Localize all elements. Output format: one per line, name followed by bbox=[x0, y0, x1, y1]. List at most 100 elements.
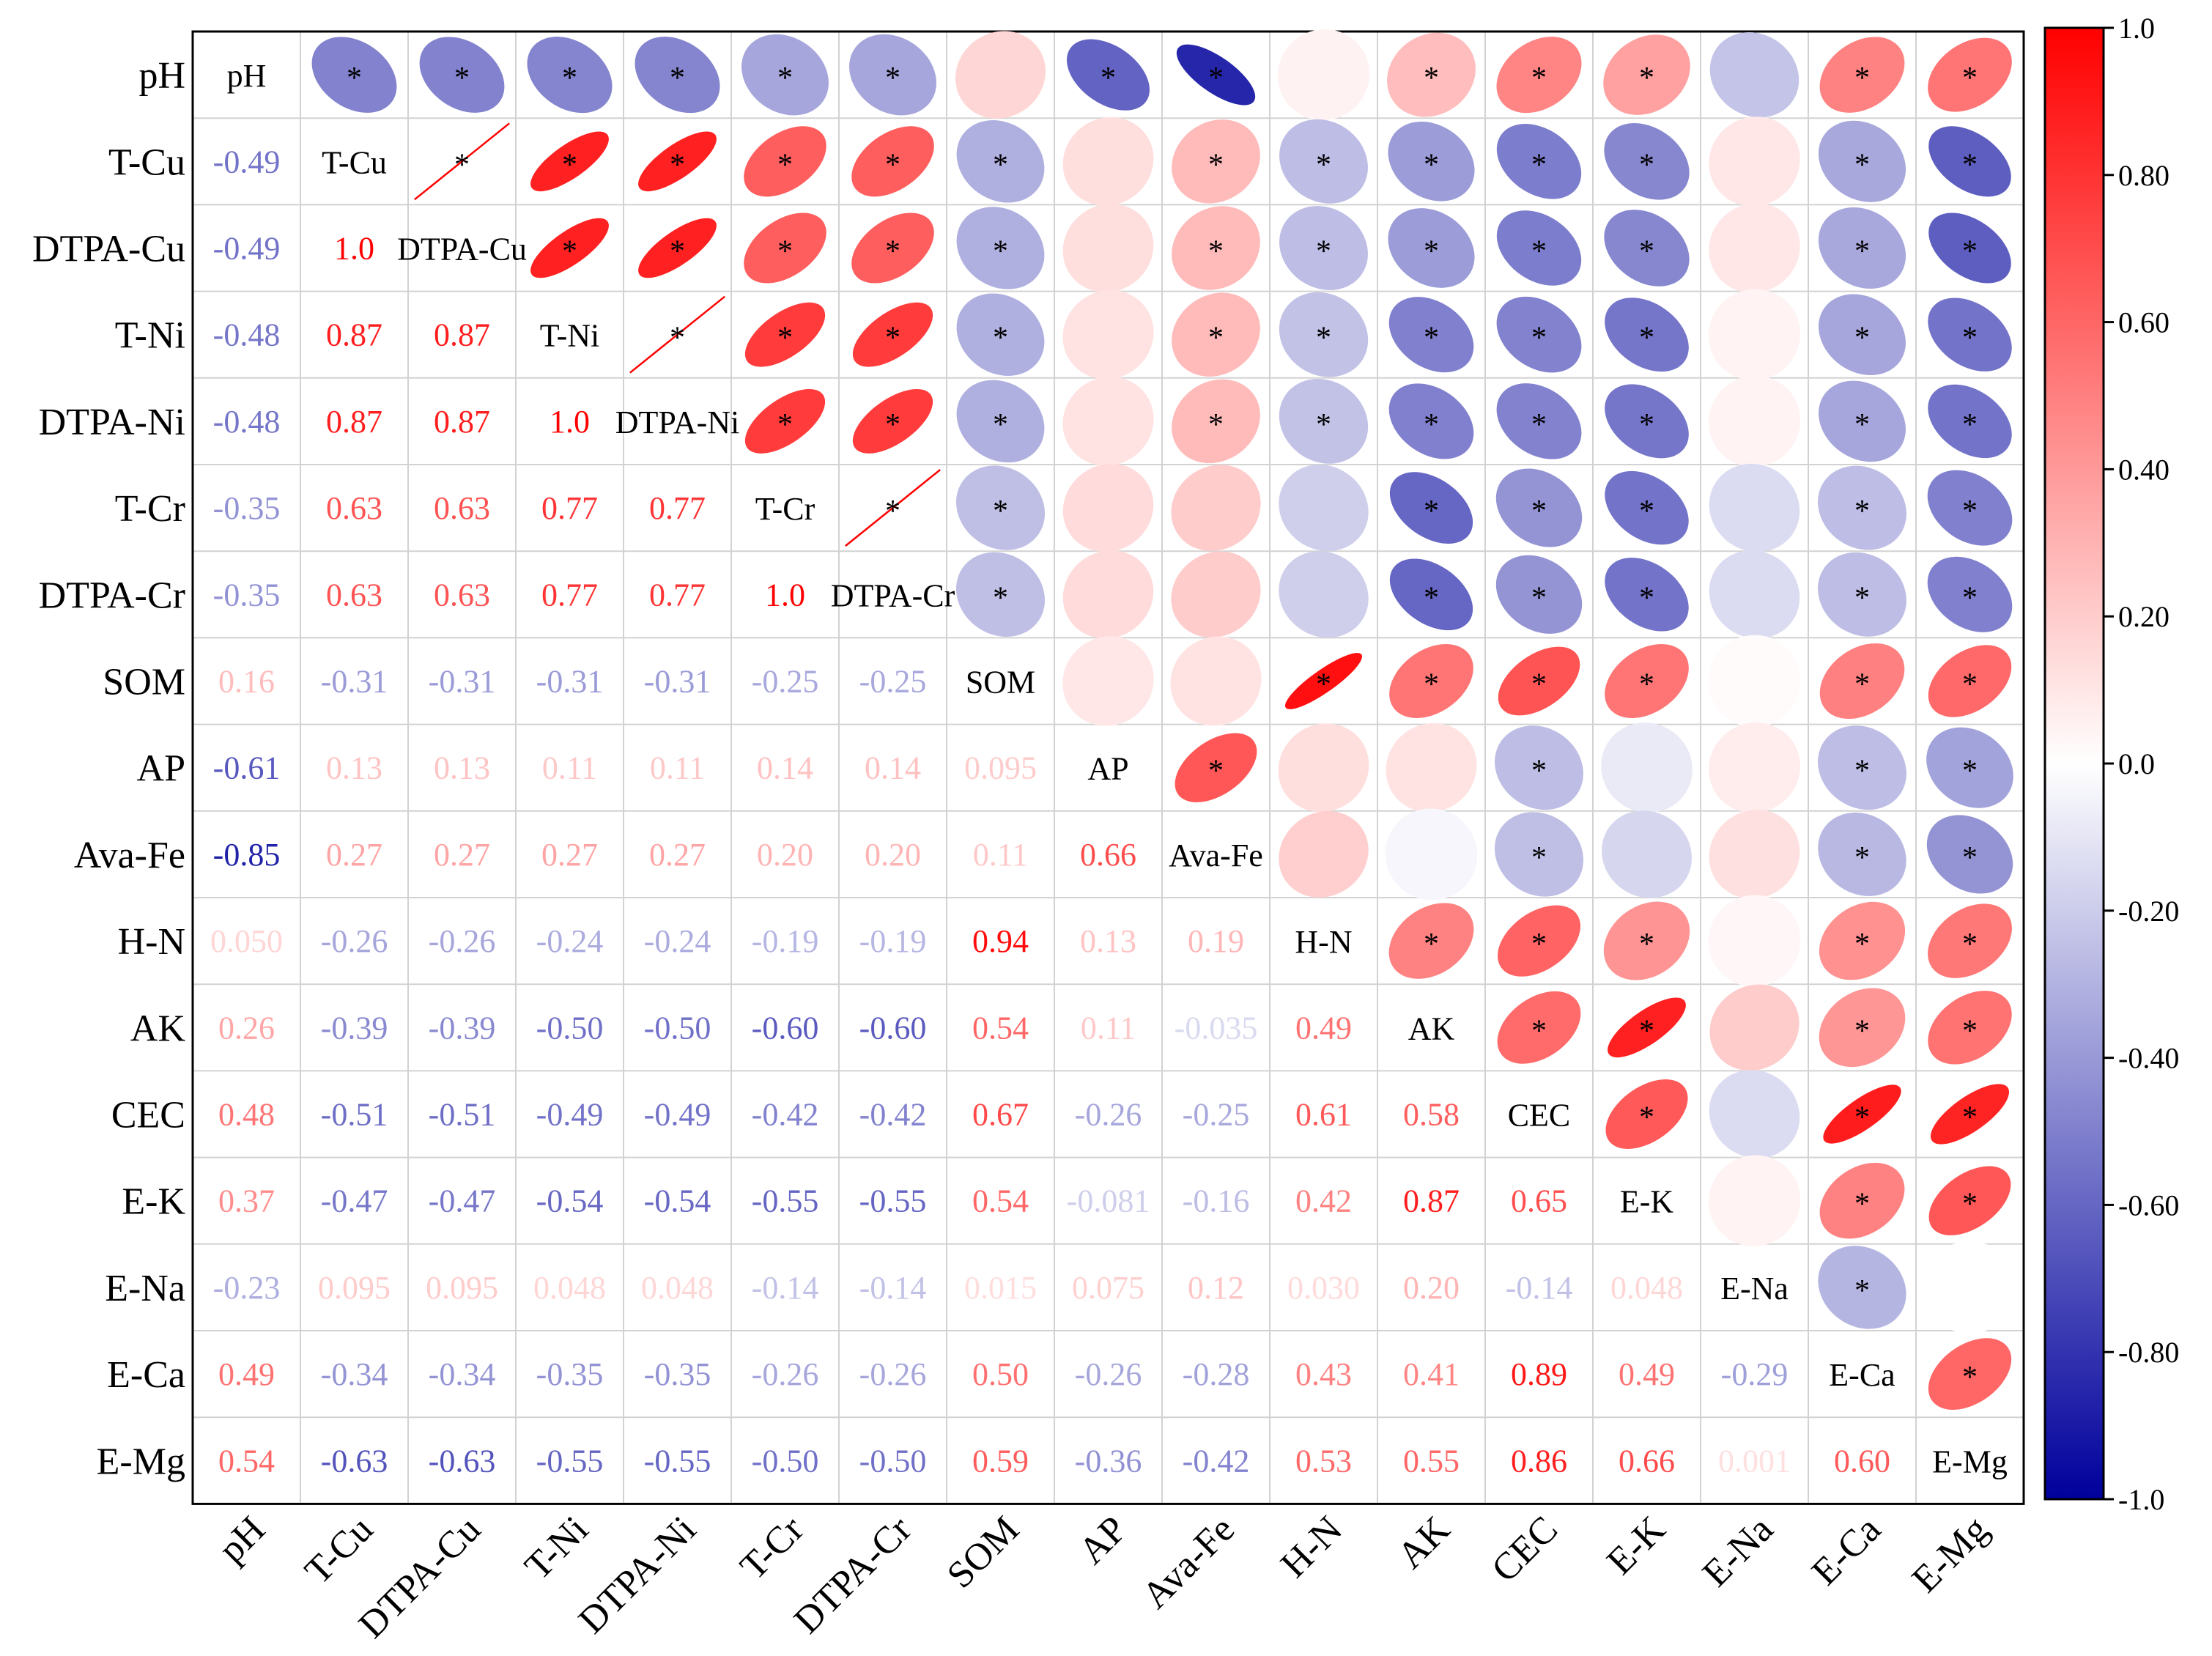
significance-mark: * bbox=[1854, 581, 1870, 615]
correlation-ellipse bbox=[1496, 210, 1582, 286]
correlation-ellipse bbox=[1388, 208, 1475, 288]
correlation-value: -0.31 bbox=[321, 664, 388, 700]
correlation-value: -0.61 bbox=[213, 750, 281, 786]
significance-mark: * bbox=[562, 148, 577, 182]
correlation-ellipse bbox=[1928, 126, 2011, 197]
correlation-value: -0.19 bbox=[752, 923, 819, 959]
correlation-value: 0.048 bbox=[1610, 1270, 1683, 1306]
significance-mark: * bbox=[1854, 668, 1870, 702]
correlation-value: -0.35 bbox=[213, 490, 281, 526]
diagonal-label: AK bbox=[1408, 1010, 1455, 1046]
correlation-ellipse bbox=[1062, 289, 1154, 380]
correlation-value: 0.048 bbox=[533, 1270, 606, 1306]
correlation-ellipse bbox=[1497, 905, 1581, 977]
significance-mark: * bbox=[670, 235, 685, 269]
correlation-value: -0.60 bbox=[752, 1010, 819, 1046]
correlation-value: 0.87 bbox=[434, 404, 490, 440]
significance-mark: * bbox=[1962, 1361, 1978, 1394]
y-tick-label: DTPA-Ni bbox=[39, 402, 185, 443]
correlation-value: -0.31 bbox=[644, 664, 711, 700]
correlation-value: 0.095 bbox=[964, 750, 1037, 786]
correlation-ellipse bbox=[1495, 468, 1583, 547]
correlation-ellipse bbox=[1498, 646, 1580, 716]
correlation-value: 0.13 bbox=[326, 750, 382, 786]
correlation-ellipse bbox=[1062, 636, 1154, 726]
correlation-ellipse bbox=[744, 388, 826, 454]
correlation-ellipse bbox=[1930, 1084, 2010, 1145]
correlation-ellipse bbox=[1497, 991, 1581, 1064]
correlation-value: 0.48 bbox=[218, 1097, 275, 1133]
correlation-value: -0.26 bbox=[429, 923, 496, 959]
significance-mark: * bbox=[1531, 62, 1547, 95]
correlation-value: 0.048 bbox=[641, 1270, 714, 1306]
correlation-ellipse bbox=[1495, 725, 1583, 810]
correlation-value: 0.13 bbox=[434, 750, 490, 786]
colorbar-tick-label: -0.40 bbox=[2118, 1042, 2179, 1075]
correlation-value: -0.48 bbox=[213, 317, 281, 353]
significance-mark: * bbox=[1208, 62, 1224, 95]
colorbar-tick-label: -0.20 bbox=[2118, 895, 2179, 928]
significance-mark: * bbox=[1424, 408, 1439, 442]
significance-mark: * bbox=[1316, 322, 1331, 355]
correlation-ellipse bbox=[1709, 32, 1799, 118]
correlation-ellipse bbox=[1708, 635, 1801, 728]
significance-mark: * bbox=[1962, 928, 1978, 961]
significance-mark: * bbox=[1531, 1014, 1547, 1048]
correlation-value: 0.49 bbox=[218, 1356, 275, 1392]
significance-mark: * bbox=[1639, 495, 1654, 528]
correlation-value: 0.63 bbox=[434, 577, 490, 613]
correlation-ellipse bbox=[1708, 375, 1801, 467]
correlation-ellipse bbox=[1175, 733, 1257, 802]
significance-mark: * bbox=[1639, 408, 1654, 442]
significance-mark: * bbox=[1208, 322, 1224, 355]
correlation-ellipse bbox=[1926, 727, 2013, 808]
correlation-ellipse bbox=[851, 212, 934, 284]
correlation-ellipse bbox=[1277, 29, 1370, 121]
correlation-ellipse bbox=[419, 37, 505, 113]
correlation-value: 0.59 bbox=[972, 1443, 1029, 1479]
significance-mark: * bbox=[885, 62, 900, 95]
significance-mark: * bbox=[1962, 62, 1978, 95]
correlation-ellipse bbox=[1927, 556, 2013, 632]
correlation-ellipse bbox=[1819, 988, 1906, 1068]
diagonal-label: T-Cr bbox=[755, 491, 815, 527]
colorbar-tick-label: 0.80 bbox=[2118, 159, 2170, 192]
correlation-value: 0.54 bbox=[972, 1183, 1029, 1219]
correlation-value: 0.095 bbox=[426, 1270, 498, 1306]
significance-mark: * bbox=[670, 148, 685, 182]
correlation-value: -0.26 bbox=[321, 923, 388, 959]
correlation-value: -0.60 bbox=[859, 1010, 927, 1046]
significance-mark: * bbox=[1962, 581, 1978, 615]
correlation-value: -0.49 bbox=[213, 231, 281, 267]
significance-mark: * bbox=[993, 581, 1008, 615]
significance-mark: * bbox=[1962, 322, 1978, 355]
significance-mark: * bbox=[1316, 408, 1331, 442]
correlation-value: 0.27 bbox=[434, 837, 490, 873]
correlation-value: -0.25 bbox=[752, 664, 819, 700]
significance-mark: * bbox=[1962, 1188, 1978, 1221]
correlation-value: -0.29 bbox=[1721, 1356, 1789, 1392]
correlation-value: 0.11 bbox=[973, 837, 1028, 873]
correlation-ellipse bbox=[1172, 292, 1260, 377]
correlation-ellipse bbox=[849, 34, 936, 116]
correlation-ellipse bbox=[1605, 1079, 1688, 1149]
colorbar-tick-label: 0.60 bbox=[2118, 306, 2170, 339]
correlation-value: 0.27 bbox=[326, 837, 382, 873]
significance-mark: * bbox=[1854, 1274, 1870, 1308]
significance-mark: * bbox=[347, 62, 362, 95]
correlation-value: -0.19 bbox=[859, 923, 927, 959]
x-tick-label: AP bbox=[1071, 1509, 1135, 1572]
correlation-value: -0.35 bbox=[213, 577, 281, 613]
correlation-value: 1.0 bbox=[550, 404, 590, 440]
correlation-value: -0.50 bbox=[752, 1443, 819, 1479]
correlation-value: 0.37 bbox=[218, 1183, 275, 1219]
correlation-value: 0.67 bbox=[972, 1097, 1029, 1133]
significance-mark: * bbox=[1531, 322, 1547, 355]
correlation-ellipse bbox=[311, 37, 397, 113]
correlation-ellipse bbox=[629, 295, 725, 374]
significance-mark: * bbox=[993, 408, 1008, 442]
diagonal-label: DTPA-Cr bbox=[831, 577, 955, 613]
correlation-ellipse bbox=[1708, 289, 1801, 380]
correlation-ellipse bbox=[1818, 120, 1906, 202]
